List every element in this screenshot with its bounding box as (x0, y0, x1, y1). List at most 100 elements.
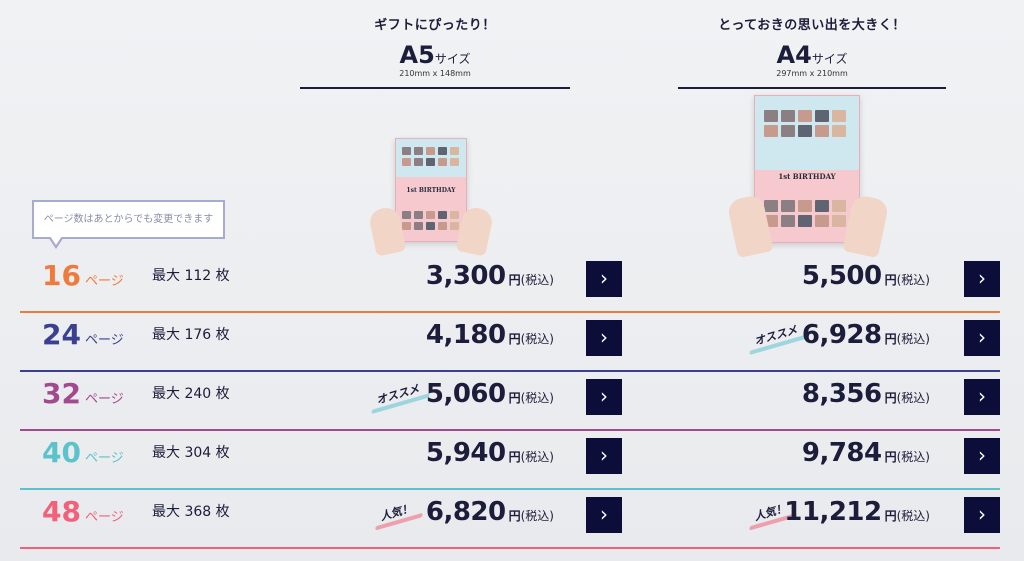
photos-unit: 枚 (215, 386, 230, 402)
a4-price-value: 6,928 (801, 320, 882, 350)
yen-label: 円 (508, 391, 521, 405)
yen-label: 円 (884, 450, 897, 464)
max-photos: 最大 176 枚 (152, 313, 230, 357)
yen-label: 円 (508, 509, 521, 523)
a5-price-value: 4,180 (425, 320, 506, 350)
a4-24-select-button[interactable]: › (964, 320, 1000, 356)
a4-book-cover: 1st BIRTHDAY (754, 95, 860, 243)
row-divider (20, 547, 1000, 549)
yen-label: 円 (884, 273, 897, 287)
a4-size-header: とっておきの思い出を大きく！ A4サイズ 297mm x 210mm (678, 0, 946, 80)
page-count: 40 ページ (42, 431, 124, 475)
tax-label: (税込) (896, 391, 930, 405)
page-count-number: 32 (42, 377, 81, 410)
max-prefix: 最大 (152, 386, 180, 402)
a5-photobook-image: 1st BIRTHDAY (367, 138, 500, 257)
a5-40-select-button[interactable]: › (586, 438, 622, 474)
max-photos: 最大 240 枚 (152, 372, 230, 416)
a4-size-suffix: サイズ (811, 52, 848, 66)
a5-dimensions: 210mm x 148mm (399, 69, 471, 78)
a4-48-select-button[interactable]: › (964, 497, 1000, 533)
a5-size-title: A5サイズ (300, 42, 570, 68)
max-prefix: 最大 (152, 445, 180, 461)
max-photos-count: 368 (184, 504, 212, 520)
row-divider (20, 311, 1000, 313)
yen-label: 円 (508, 450, 521, 464)
a4-price-value: 5,500 (801, 261, 882, 291)
a4-price: 8,356 円(税込) (776, 372, 930, 416)
tax-label: (税込) (896, 450, 930, 464)
max-photos-count: 304 (184, 445, 212, 461)
a5-size-suffix: サイズ (434, 52, 471, 66)
a4-32-select-button[interactable]: › (964, 379, 1000, 415)
a4-16-select-button[interactable]: › (964, 261, 1000, 297)
a4-price: 11,212 円(税込) (776, 490, 930, 534)
a5-price-value: 5,060 (425, 379, 506, 409)
a4-size-label: A4 (776, 41, 812, 69)
tax-label: (税込) (520, 391, 554, 405)
tax-label: (税込) (896, 509, 930, 523)
a5-48-select-button[interactable]: › (586, 497, 622, 533)
max-photos: 最大 368 枚 (152, 490, 230, 534)
max-photos: 最大 304 枚 (152, 431, 230, 475)
a4-photobook-image: 1st BIRTHDAY (726, 95, 892, 259)
max-prefix: 最大 (152, 327, 180, 343)
a4-size-title: A4サイズ (678, 42, 946, 68)
page-unit: ページ (84, 510, 124, 525)
price-row-16: 16 ページ 最大 112 枚 3,300 円(税込) › 5,500 円(税込) › (20, 254, 1000, 313)
tax-label: (税込) (896, 273, 930, 287)
a4-40-select-button[interactable]: › (964, 438, 1000, 474)
a4-price: 9,784 円(税込) (776, 431, 930, 475)
a4-tagline: とっておきの思い出を大きく！ (718, 18, 906, 33)
row-divider (20, 370, 1000, 372)
page-count: 32 ページ (42, 372, 124, 416)
tax-label: (税込) (520, 450, 554, 464)
a5-tagline: ギフトにぴったり！ (374, 18, 496, 33)
row-divider (20, 488, 1000, 490)
a5-24-select-button[interactable]: › (586, 320, 622, 356)
yen-label: 円 (884, 509, 897, 523)
tax-label: (税込) (520, 509, 554, 523)
page-unit: ページ (84, 451, 124, 466)
page-unit: ページ (84, 333, 124, 348)
max-prefix: 最大 (152, 268, 180, 284)
yen-label: 円 (884, 391, 897, 405)
a5-price: 5,940 円(税込) (400, 431, 554, 475)
yen-label: 円 (884, 332, 897, 346)
tax-label: (税込) (520, 273, 554, 287)
yen-label: 円 (508, 273, 521, 287)
price-row-48: 48 ページ 最大 368 枚 人気！ 6,820 円(税込) › 人気！ 11,2… (20, 490, 1000, 549)
page-unit: ページ (84, 274, 124, 289)
price-row-40: 40 ページ 最大 304 枚 5,940 円(税込) › 9,784 円(税込) › (20, 431, 1000, 490)
a5-price: 3,300 円(税込) (400, 254, 554, 298)
page-count-number: 16 (42, 259, 81, 292)
a5-price-value: 6,820 (425, 497, 506, 527)
price-row-32: 32 ページ 最大 240 枚 オススメ 5,060 円(税込) › 8,356 円(… (20, 372, 1000, 431)
page-count-number: 40 (42, 436, 81, 469)
page-count: 48 ページ (42, 490, 124, 534)
a5-price-value: 3,300 (425, 261, 506, 291)
a5-header-rule (300, 87, 570, 89)
max-photos-count: 240 (184, 386, 212, 402)
photos-unit: 枚 (215, 445, 230, 461)
a4-header-rule (678, 87, 946, 89)
yen-label: 円 (508, 332, 521, 346)
a5-size-header: ギフトにぴったり！ A5サイズ 210mm x 148mm (300, 0, 570, 80)
page-unit: ページ (84, 392, 124, 407)
tax-label: (税込) (896, 332, 930, 346)
a4-dimensions: 297mm x 210mm (776, 69, 848, 78)
a4-price: 6,928 円(税込) (776, 313, 930, 357)
max-photos-count: 176 (184, 327, 212, 343)
a5-32-select-button[interactable]: › (586, 379, 622, 415)
page-count-number: 24 (42, 318, 81, 351)
page-count-number: 48 (42, 495, 81, 528)
max-photos-count: 112 (184, 268, 212, 284)
a5-size-label: A5 (399, 41, 435, 69)
max-photos: 最大 112 枚 (152, 254, 230, 298)
a5-price-value: 5,940 (425, 438, 506, 468)
a5-book-cover: 1st BIRTHDAY (395, 138, 467, 242)
a5-16-select-button[interactable]: › (586, 261, 622, 297)
a5-price: 5,060 円(税込) (400, 372, 554, 416)
max-prefix: 最大 (152, 504, 180, 520)
row-divider (20, 429, 1000, 431)
